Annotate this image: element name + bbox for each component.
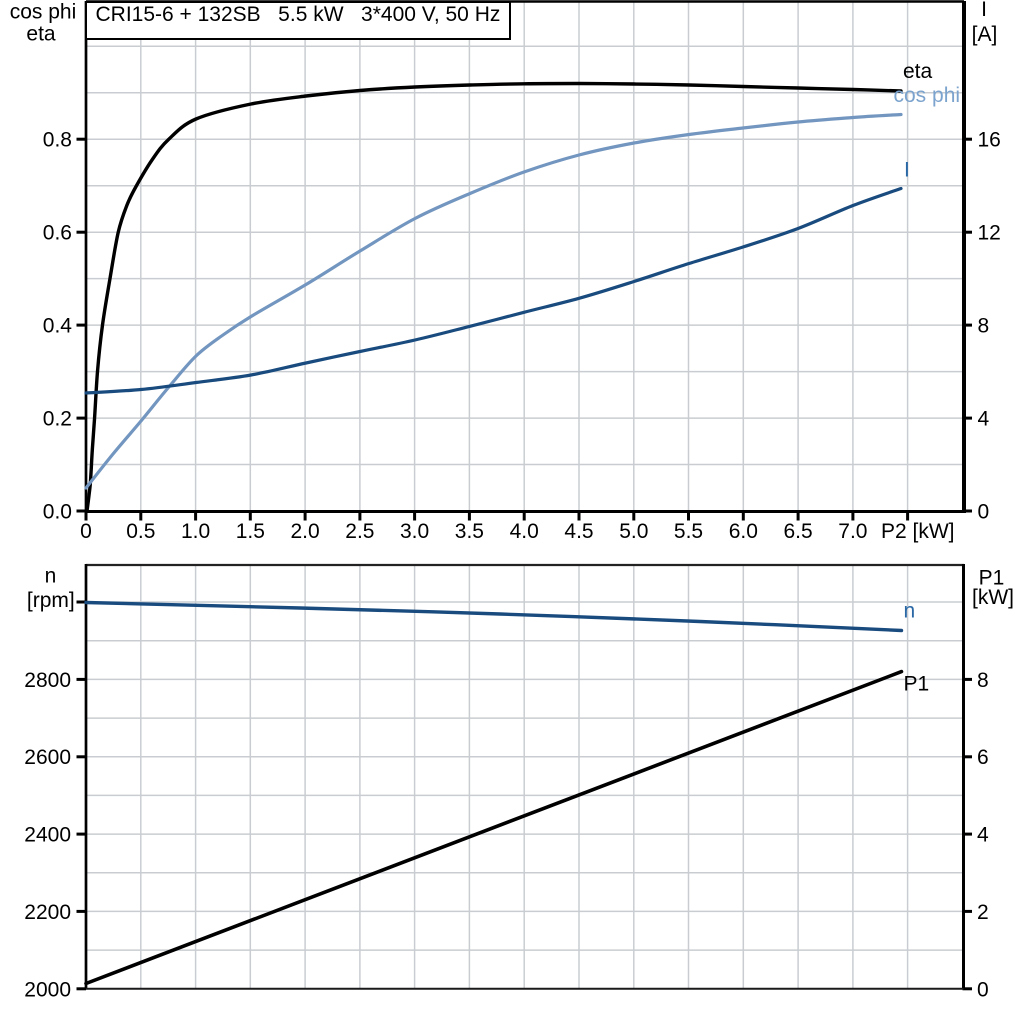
svg-text:n: n [904, 600, 916, 623]
svg-text:[A]: [A] [972, 23, 998, 46]
svg-text:eta: eta [26, 23, 56, 46]
svg-text:4.0: 4.0 [510, 520, 539, 543]
svg-text:6.5: 6.5 [783, 520, 812, 543]
svg-text:2600: 2600 [24, 746, 71, 769]
svg-text:cos phi: cos phi [10, 1, 77, 24]
svg-text:2: 2 [977, 901, 989, 924]
svg-text:8: 8 [977, 669, 989, 692]
svg-text:8: 8 [978, 315, 990, 338]
svg-text:[rpm]: [rpm] [27, 589, 75, 612]
svg-text:[kW]: [kW] [972, 586, 1014, 609]
svg-text:eta: eta [903, 60, 933, 83]
svg-text:0.6: 0.6 [43, 222, 72, 245]
svg-text:2400: 2400 [24, 824, 71, 847]
svg-text:I: I [981, 0, 987, 21]
svg-text:CRI15-6 + 132SB 5.5 kW 3*4: CRI15-6 + 132SB 5.5 kW 3*400 V, 50 Hz [96, 3, 501, 26]
svg-text:cos phi: cos phi [894, 84, 961, 107]
svg-text:0.2: 0.2 [43, 408, 72, 431]
svg-text:12: 12 [978, 222, 1001, 245]
svg-text:4.5: 4.5 [564, 520, 593, 543]
svg-text:6: 6 [977, 746, 989, 769]
svg-text:7.0: 7.0 [838, 520, 867, 543]
svg-text:1.0: 1.0 [181, 520, 210, 543]
svg-text:2800: 2800 [24, 669, 71, 692]
svg-text:P2 [kW]: P2 [kW] [881, 520, 955, 543]
svg-text:0.5: 0.5 [126, 520, 155, 543]
svg-text:0: 0 [977, 978, 989, 1001]
svg-text:I: I [904, 159, 910, 182]
svg-text:3.0: 3.0 [400, 520, 429, 543]
svg-text:4: 4 [977, 824, 989, 847]
svg-text:6.0: 6.0 [729, 520, 758, 543]
svg-text:3.5: 3.5 [455, 520, 484, 543]
svg-text:2000: 2000 [24, 978, 71, 1001]
svg-text:2200: 2200 [24, 901, 71, 924]
svg-text:5.5: 5.5 [674, 520, 703, 543]
svg-text:P1: P1 [979, 567, 1005, 590]
svg-text:4: 4 [978, 408, 990, 431]
svg-text:0: 0 [978, 501, 990, 524]
svg-text:16: 16 [978, 129, 1001, 152]
svg-text:0.8: 0.8 [43, 129, 72, 152]
svg-text:n: n [45, 565, 57, 588]
svg-text:5.0: 5.0 [619, 520, 648, 543]
svg-text:0.4: 0.4 [43, 315, 73, 338]
svg-text:1.5: 1.5 [236, 520, 265, 543]
svg-text:2.5: 2.5 [345, 520, 374, 543]
svg-text:P1: P1 [904, 673, 930, 696]
svg-text:0.0: 0.0 [43, 501, 72, 524]
svg-text:0: 0 [80, 520, 92, 543]
svg-text:2.0: 2.0 [290, 520, 319, 543]
